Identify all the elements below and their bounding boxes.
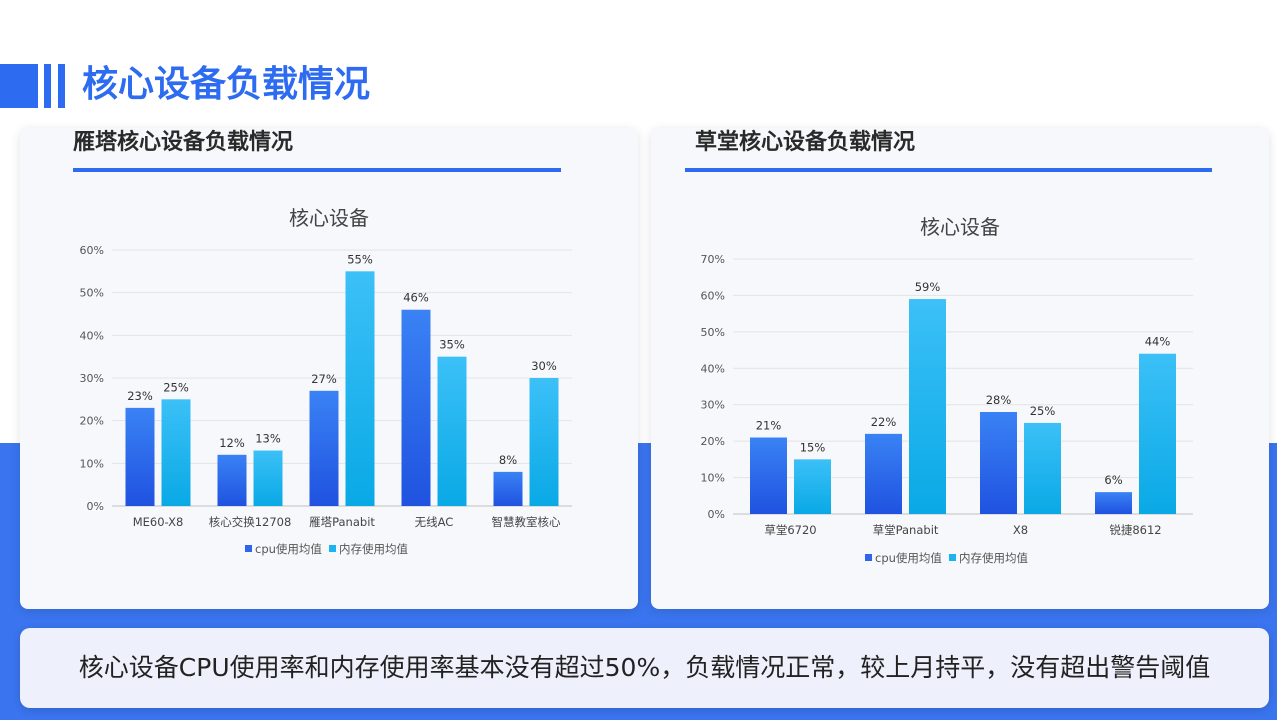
page-title: 核心设备负载情况 [82,64,371,105]
data-label: 25% [163,380,189,394]
y-tick-label: 70% [701,253,725,266]
chart-title: 核心设备 [289,206,369,230]
memory-bar [909,299,946,514]
data-label: 6% [1104,473,1122,487]
memory-bar [161,399,191,506]
cpu-bar [493,471,523,506]
y-tick-label: 20% [701,435,725,448]
bar-chart-caotang: 核心设备 0% 10% 20% 30% 40% 50% 60% 70% 草堂6720 21% 15% 草… [701,215,1193,565]
legend-label: cpu使用均值 [255,542,322,556]
y-tick-label: 50% [80,287,104,300]
x-tick-label: X8 [1013,523,1028,537]
y-tick-label: 20% [80,415,104,428]
x-tick-label: 草堂6720 [764,523,816,537]
memory-bar [1139,353,1176,514]
y-tick-label: 50% [701,326,725,339]
data-label: 59% [915,280,941,294]
cpu-bar [1095,492,1132,514]
data-label: 15% [800,440,826,454]
y-tick-label: 0% [87,500,104,513]
memory-bar [1024,422,1061,514]
memory-bar [253,450,283,506]
legend-swatch-memory [949,554,956,561]
title-accent-bar [58,64,65,108]
y-tick-label: 40% [701,362,725,375]
panel-title: 雁塔核心设备负载情况 [73,130,294,155]
y-tick-label: 40% [80,329,104,342]
memory-bar [437,356,467,506]
panel-title-underline [685,168,1212,172]
memory-bar [345,271,375,506]
legend-swatch-cpu [865,554,872,561]
data-label: 35% [439,338,465,352]
title-accent-bar [44,64,51,108]
data-label: 23% [127,389,153,403]
y-tick-label: 10% [701,472,725,485]
cpu-bar [217,454,247,506]
x-tick-label: 智慧教室核心 [492,515,561,529]
legend-label: 内存使用均值 [959,551,1028,565]
y-tick-label: 30% [80,372,104,385]
cpu-bar [125,407,155,506]
x-tick-label: 草堂Panabit [873,523,939,537]
x-tick-label: 无线AC [415,515,454,529]
cpu-bar [980,412,1017,514]
x-tick-label: 核心交换12708 [209,515,292,529]
cpu-bar [309,390,339,506]
y-tick-label: 60% [701,289,725,302]
data-label: 30% [531,359,557,373]
cpu-bar [865,433,902,514]
panel-title-underline [73,168,561,172]
legend-swatch-memory [329,545,336,552]
y-tick-label: 10% [80,457,104,470]
data-label: 25% [1030,404,1056,418]
data-label: 27% [311,372,337,386]
y-tick-label: 60% [80,244,104,257]
data-label: 28% [986,393,1012,407]
memory-bar [794,459,831,514]
panel-title: 草堂核心设备负载情况 [695,130,916,155]
bar-chart-yanta: 核心设备 0% 10% 20% 30% 40% 50% 60% ME60-X8 23% 25% 核心交… [80,206,572,556]
memory-bar [529,378,559,506]
data-label: 21% [756,419,782,433]
chart-title: 核心设备 [920,215,1000,239]
title-accent-block [0,64,38,108]
data-label: 44% [1145,335,1171,349]
y-tick-label: 30% [701,399,725,412]
legend-swatch-cpu [245,545,252,552]
summary-box: 核心设备CPU使用率和内存使用率基本没有超过50%，负载情况正常，较上月持平，没… [20,628,1269,708]
chart-panel-yanta: 雁塔核心设备负载情况 核心设备 0% 10% 20% 30% 40% 50% 60% ME60-… [20,128,638,609]
cpu-bar [750,437,787,514]
legend-label: cpu使用均值 [875,551,942,565]
chart-panel-caotang: 草堂核心设备负载情况 核心设备 0% 10% 20% 30% 40% 50% 60% 70% 草堂… [651,128,1269,609]
x-tick-label: ME60-X8 [133,515,184,529]
data-label: 13% [255,432,281,446]
x-tick-label: 雁塔Panabit [309,515,375,529]
y-tick-label: 0% [708,508,725,521]
data-label: 46% [403,291,429,305]
legend-label: 内存使用均值 [339,542,408,556]
x-tick-label: 锐捷8612 [1109,523,1161,537]
data-label: 12% [219,436,245,450]
data-label: 55% [347,252,373,266]
cpu-bar [401,309,431,506]
data-label: 8% [499,453,517,467]
data-label: 22% [871,415,897,429]
summary-text: 核心设备CPU使用率和内存使用率基本没有超过50%，负载情况正常，较上月持平，没… [78,653,1211,682]
